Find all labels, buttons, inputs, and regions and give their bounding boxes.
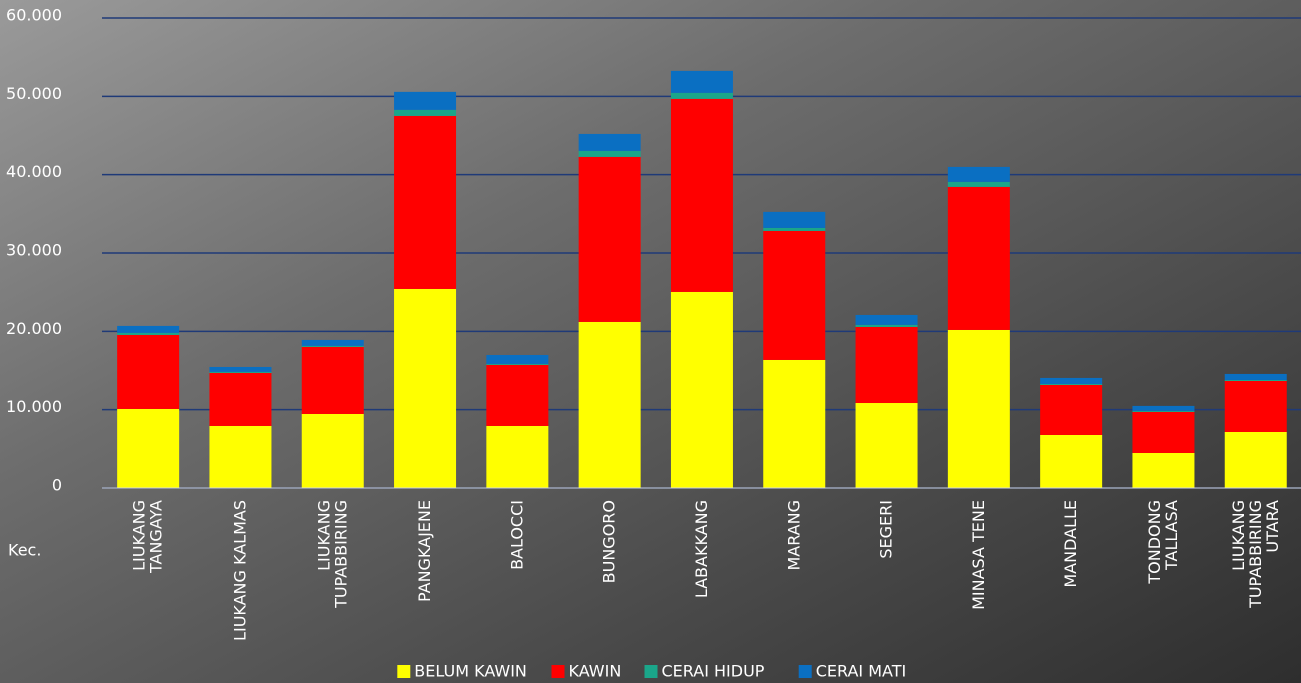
bar-segment <box>763 227 826 231</box>
bar-segment <box>209 366 272 372</box>
bar-segment <box>1224 380 1287 432</box>
x-tick-label: LIUKANG TANGAYA <box>129 500 165 578</box>
bar-segment <box>947 186 1010 330</box>
bar-segment <box>1224 373 1287 380</box>
bar-segment <box>855 326 918 404</box>
bar-segment <box>117 408 180 488</box>
y-tick-label: 60.000 <box>6 6 62 25</box>
x-tick-label: PANGKAJENE <box>415 500 434 602</box>
bar-segment <box>670 70 733 93</box>
bar-segment <box>117 332 180 335</box>
x-tick-label: LIUKANG KALMAS <box>230 500 249 641</box>
bar-segment <box>763 211 826 228</box>
y-tick-label: 30.000 <box>6 241 62 260</box>
bar-segment <box>1040 383 1103 385</box>
bar-segment <box>394 288 457 488</box>
bar-segment <box>209 425 272 488</box>
bar-segment <box>1040 377 1103 384</box>
legend-label: BELUM KAWIN <box>414 662 527 681</box>
bar-segment <box>1132 411 1195 453</box>
bar-segment <box>1224 431 1287 488</box>
bar-segment <box>578 321 641 488</box>
bar-segment <box>1132 410 1195 412</box>
bar-segment <box>578 150 641 157</box>
x-tick-label: BUNGORO <box>599 500 618 583</box>
x-tick-label: BALOCCI <box>507 500 526 570</box>
bar-segment <box>855 324 918 327</box>
bar-segment <box>855 403 918 488</box>
bar-segment <box>1040 434 1103 488</box>
bar-segment <box>394 109 457 116</box>
y-tick-label: 50.000 <box>6 84 62 103</box>
y-tick-label: 40.000 <box>6 162 62 181</box>
legend-swatch <box>551 665 565 678</box>
bar-segment <box>1132 452 1195 488</box>
bar-segment <box>209 371 272 373</box>
bar-segment <box>394 115 457 289</box>
bar-segment <box>670 98 733 292</box>
x-tick-label: TONDONG TALLASA <box>1144 500 1180 585</box>
x-tick-label: SEGERI <box>876 500 895 559</box>
x-tick-label: LABAKKANG <box>691 500 710 598</box>
x-axis-label: Kec. <box>8 541 41 560</box>
bar-segment <box>1224 379 1287 381</box>
bar-segment <box>117 334 180 409</box>
bar-segment <box>1040 384 1103 435</box>
y-tick-label: 0 <box>52 476 62 495</box>
bar-segment <box>763 359 826 488</box>
legend-label: CERAI MATI <box>816 662 907 681</box>
bar-segment <box>301 345 364 347</box>
bar-segment <box>670 92 733 99</box>
bar-segment <box>486 425 549 488</box>
bar-segment <box>947 329 1010 488</box>
y-tick-label: 10.000 <box>6 397 62 416</box>
x-tick-label: MINASA TENE <box>968 500 987 610</box>
bar-segment <box>301 339 364 346</box>
bar-segment <box>855 314 918 325</box>
legend-label: KAWIN <box>569 662 622 681</box>
bar-segment <box>1132 405 1195 411</box>
legend-swatch <box>798 665 812 678</box>
y-tick-label: 20.000 <box>6 319 62 338</box>
bar-segment <box>301 346 364 414</box>
legend-label: CERAI HIDUP <box>662 662 765 681</box>
bar-segment <box>670 291 733 488</box>
legend-swatch <box>397 665 411 678</box>
x-tick-label: MANDALLE <box>1061 500 1080 588</box>
bar-segment <box>301 413 364 488</box>
bar-segment <box>763 230 826 360</box>
bar-segment <box>117 325 180 333</box>
bar-segment <box>947 181 1010 187</box>
bar-segment <box>394 91 457 110</box>
bar-segment <box>486 364 549 426</box>
bar-segment <box>578 133 641 151</box>
legend-swatch <box>644 665 658 678</box>
bar-segment <box>578 156 641 322</box>
bar-segment <box>486 363 549 365</box>
x-tick-label: LIUKANG TUPABBIRING <box>314 500 350 613</box>
bar-segment <box>486 354 549 364</box>
bar-segment <box>209 372 272 426</box>
bar-segment <box>947 166 1010 182</box>
x-tick-label: MARANG <box>784 500 803 571</box>
x-tick-label: LIUKANG TUPABBIRING UTARA <box>1228 500 1281 613</box>
